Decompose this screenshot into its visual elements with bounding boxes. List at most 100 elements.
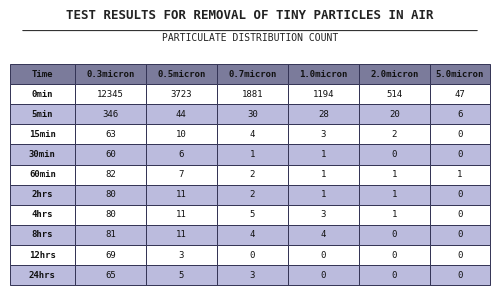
Bar [146,185,217,205]
Text: 3: 3 [321,210,326,219]
Text: 4: 4 [321,230,326,239]
Text: 1: 1 [321,170,326,179]
Bar [10,64,75,84]
Text: 8hrs: 8hrs [32,230,53,239]
Bar [10,124,75,144]
Bar [430,124,490,144]
Bar [75,104,146,124]
Bar [75,164,146,185]
Text: 5.0micron: 5.0micron [436,70,484,79]
Bar [288,164,359,185]
Text: 80: 80 [105,210,116,219]
Text: 28: 28 [318,110,329,119]
Text: 0: 0 [458,190,462,199]
Text: 2.0micron: 2.0micron [370,70,418,79]
Text: PARTICULATE DISTRIBUTION COUNT: PARTICULATE DISTRIBUTION COUNT [162,33,338,43]
Text: 11: 11 [176,190,186,199]
Bar [10,84,75,104]
Bar [288,84,359,104]
Bar [359,124,430,144]
Text: 10: 10 [176,130,186,139]
Bar [217,84,288,104]
Bar [10,164,75,185]
Text: 1: 1 [321,190,326,199]
Bar [146,104,217,124]
Bar [359,104,430,124]
Text: 0: 0 [458,150,462,159]
Bar [75,205,146,225]
Bar [359,185,430,205]
Text: 4: 4 [250,130,255,139]
Text: 30min: 30min [29,150,56,159]
Text: 0: 0 [321,271,326,280]
Text: 3: 3 [250,271,255,280]
Bar [430,104,490,124]
Text: 0.5micron: 0.5micron [157,70,206,79]
Text: 5min: 5min [32,110,53,119]
Bar [359,164,430,185]
Bar [146,225,217,245]
Text: 0: 0 [458,130,462,139]
Text: 3: 3 [178,251,184,260]
Bar [430,64,490,84]
Bar [288,124,359,144]
Text: 11: 11 [176,230,186,239]
Text: 1881: 1881 [242,90,263,99]
Bar [430,185,490,205]
Bar [217,185,288,205]
Text: 11: 11 [176,210,186,219]
Bar [430,205,490,225]
Bar [288,185,359,205]
Text: 3: 3 [321,130,326,139]
Bar [217,245,288,265]
Bar [217,64,288,84]
Bar [430,164,490,185]
Bar [217,104,288,124]
Text: 15min: 15min [29,130,56,139]
Bar [75,265,146,285]
Text: 12hrs: 12hrs [29,251,56,260]
Text: 1194: 1194 [312,90,334,99]
Bar [75,124,146,144]
Text: 69: 69 [105,251,116,260]
Bar [430,265,490,285]
Text: 30: 30 [247,110,258,119]
Text: 0min: 0min [32,90,53,99]
Text: 4: 4 [250,230,255,239]
Text: 80: 80 [105,190,116,199]
Text: 0: 0 [458,210,462,219]
Bar [146,64,217,84]
Bar [146,124,217,144]
Bar [430,245,490,265]
Text: 346: 346 [102,110,118,119]
Bar [359,64,430,84]
Bar [217,225,288,245]
Text: 0: 0 [458,230,462,239]
Text: 82: 82 [105,170,116,179]
Text: 0: 0 [458,271,462,280]
Text: 6: 6 [458,110,462,119]
Text: 20: 20 [389,110,400,119]
Text: Time: Time [32,70,53,79]
Bar [10,144,75,164]
Text: 60: 60 [105,150,116,159]
Bar [430,225,490,245]
Bar [288,144,359,164]
Bar [288,225,359,245]
Bar [288,245,359,265]
Bar [146,164,217,185]
Text: 12345: 12345 [97,90,124,99]
Text: 2: 2 [250,190,255,199]
Bar [430,144,490,164]
Bar [75,64,146,84]
Text: 6: 6 [178,150,184,159]
Bar [217,124,288,144]
Text: 60min: 60min [29,170,56,179]
Bar [288,64,359,84]
Bar [288,205,359,225]
Text: 63: 63 [105,130,116,139]
Bar [288,104,359,124]
Text: 514: 514 [386,90,402,99]
Bar [75,84,146,104]
Bar [10,104,75,124]
